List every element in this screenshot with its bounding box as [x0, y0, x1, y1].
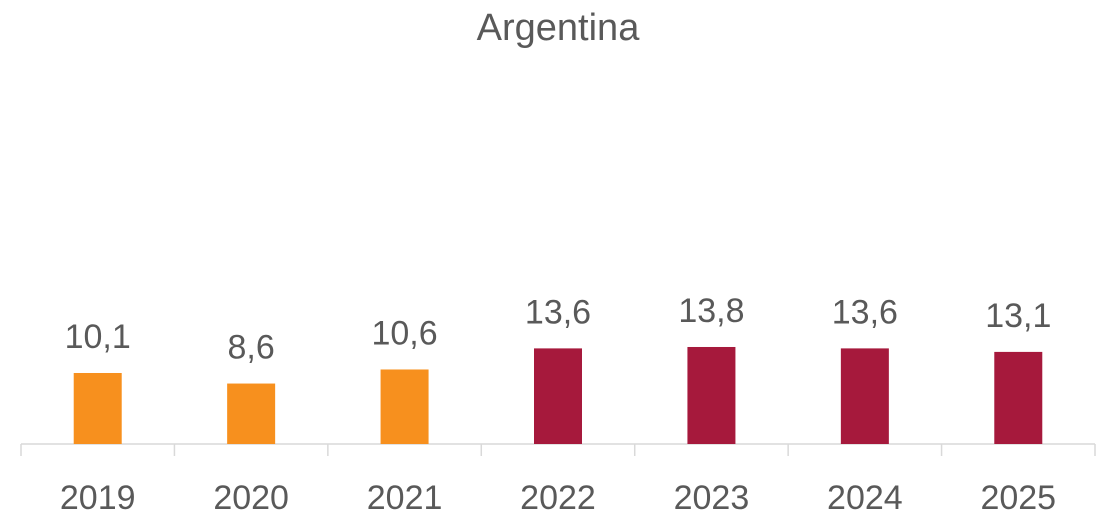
data-label: 10,6: [371, 314, 437, 352]
bar: [687, 346, 736, 444]
x-tick-label: 2019: [60, 479, 136, 517]
x-tick-label: 2025: [980, 479, 1056, 517]
data-label: 13,8: [678, 292, 744, 330]
bar: [994, 351, 1043, 444]
data-label: 10,1: [65, 318, 131, 356]
x-tick-label: 2024: [827, 479, 903, 517]
bar: [380, 369, 429, 444]
x-tick-label: 2023: [674, 479, 750, 517]
x-tick-label: 2021: [367, 479, 443, 517]
data-label: 13,6: [525, 293, 591, 331]
bar: [840, 348, 889, 444]
data-label: 13,6: [832, 293, 898, 331]
x-tick-label: 2020: [213, 479, 289, 517]
data-label: 13,1: [985, 297, 1051, 335]
bar: [227, 383, 276, 444]
bar: [534, 348, 582, 444]
bar: [73, 372, 122, 444]
chart-title: Argentina: [477, 7, 641, 49]
data-label: 8,6: [228, 329, 275, 367]
x-tick-label: 2022: [520, 479, 596, 517]
